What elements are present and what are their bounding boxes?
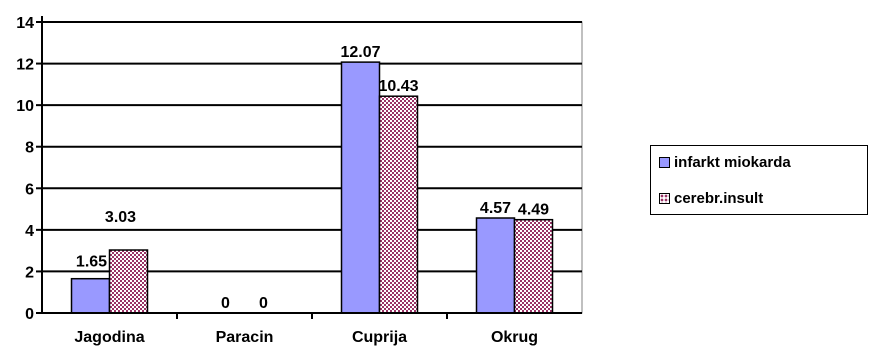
bar-infarkt-miokarda — [340, 61, 381, 314]
data-label: 10.43 — [378, 78, 418, 95]
legend-item-cerebr-insult: cerebr.insult — [659, 189, 763, 207]
axes: Jagodina Paracin Cuprija Okrug 0 2 4 6 8 10 12 14 — [16, 15, 582, 346]
data-label: 4.57 — [480, 200, 511, 217]
y-tick-label: 14 — [16, 15, 34, 32]
bar-cerebr-insult — [108, 249, 149, 314]
y-tick-label: 2 — [25, 264, 34, 281]
data-label: 12.07 — [340, 44, 380, 61]
y-tick-label: 0 — [25, 306, 34, 323]
bars — [70, 61, 554, 314]
y-tick-label: 4 — [25, 223, 34, 240]
bar-infarkt-miokarda — [70, 277, 111, 314]
x-tick-label: Okrug — [491, 329, 538, 346]
y-tick-label: 8 — [25, 140, 34, 157]
legend-swatch-cerebr-insult — [659, 192, 670, 204]
x-tick-label: Cuprija — [352, 329, 407, 346]
bar-cerebr-insult — [513, 218, 554, 314]
legend-label: cerebr.insult — [674, 189, 764, 207]
x-tick-label: Paracin — [216, 329, 274, 346]
data-label: 1.65 — [76, 254, 107, 271]
legend: infarkt miokarda cerebr.insult — [650, 145, 868, 215]
legend-label: infarkt miokarda — [674, 153, 791, 171]
y-tick-label: 10 — [16, 98, 34, 115]
data-label: 0 — [259, 295, 268, 312]
y-tick-label: 6 — [25, 181, 34, 198]
data-label: 3.03 — [105, 209, 136, 226]
data-label: 4.49 — [518, 202, 549, 219]
bar-infarkt-miokarda — [475, 217, 516, 314]
legend-swatch-infarkt-miokarda — [659, 156, 670, 168]
bar-cerebr-insult — [378, 95, 419, 314]
y-tick-label: 12 — [16, 57, 34, 74]
x-tick-label: Jagodina — [74, 329, 144, 346]
data-label: 0 — [221, 295, 230, 312]
data-labels: 1.65 3.03 0 0 12.07 10.43 4.57 4.49 — [76, 44, 549, 312]
legend-item-infarkt-miokarda: infarkt miokarda — [659, 153, 791, 171]
